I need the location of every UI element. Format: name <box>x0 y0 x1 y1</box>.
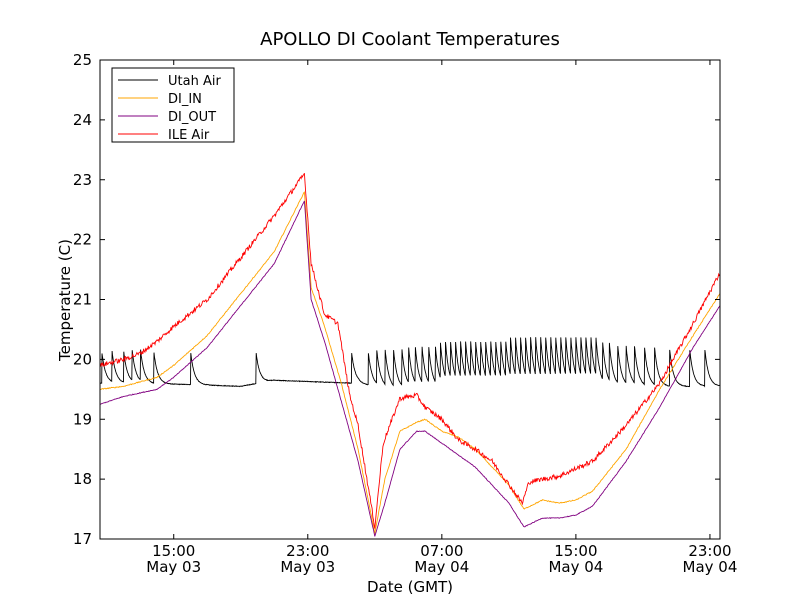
y-tick-label: 18 <box>73 470 92 488</box>
x-tick-label-date: May 03 <box>146 558 201 576</box>
y-tick-label: 21 <box>73 291 92 309</box>
x-tick-label-time: 07:00 <box>420 542 463 560</box>
x-tick-label-date: May 03 <box>280 558 335 576</box>
x-tick-label-date: May 04 <box>683 558 738 576</box>
x-tick-label-date: May 04 <box>548 558 603 576</box>
y-tick-label: 25 <box>73 51 92 69</box>
x-tick-label-time: 15:00 <box>554 542 597 560</box>
legend-label-utah-air: Utah Air <box>168 74 221 89</box>
y-tick-label: 22 <box>73 231 92 249</box>
y-tick-label: 17 <box>73 530 92 548</box>
x-tick-label-time: 23:00 <box>688 542 731 560</box>
series-line-utah-air <box>99 337 721 388</box>
x-tick-label-time: 23:00 <box>286 542 329 560</box>
legend-label-di-in: DI_IN <box>168 92 202 107</box>
y-tick-label: 24 <box>73 111 92 129</box>
y-tick-label: 23 <box>73 171 92 189</box>
y-tick-label: 19 <box>73 410 92 428</box>
chart-title: APOLLO DI Coolant Temperatures <box>260 29 560 50</box>
legend-label-di-out: DI_OUT <box>168 110 216 125</box>
y-tick-label: 20 <box>73 350 92 368</box>
series-layer <box>99 173 721 537</box>
series-line-di-out <box>99 200 721 537</box>
series-line-di-in <box>99 191 721 534</box>
x-tick-label-time: 15:00 <box>152 542 195 560</box>
x-tick-label-date: May 04 <box>414 558 469 576</box>
y-axis-label: Temperature (C) <box>56 239 74 362</box>
legend-label-ile-air: ILE Air <box>168 128 210 143</box>
series-line-ile-air <box>99 173 721 529</box>
legend: Utah Air DI_IN DI_OUT ILE Air <box>111 67 235 143</box>
x-axis-label: Date (GMT) <box>367 578 453 596</box>
